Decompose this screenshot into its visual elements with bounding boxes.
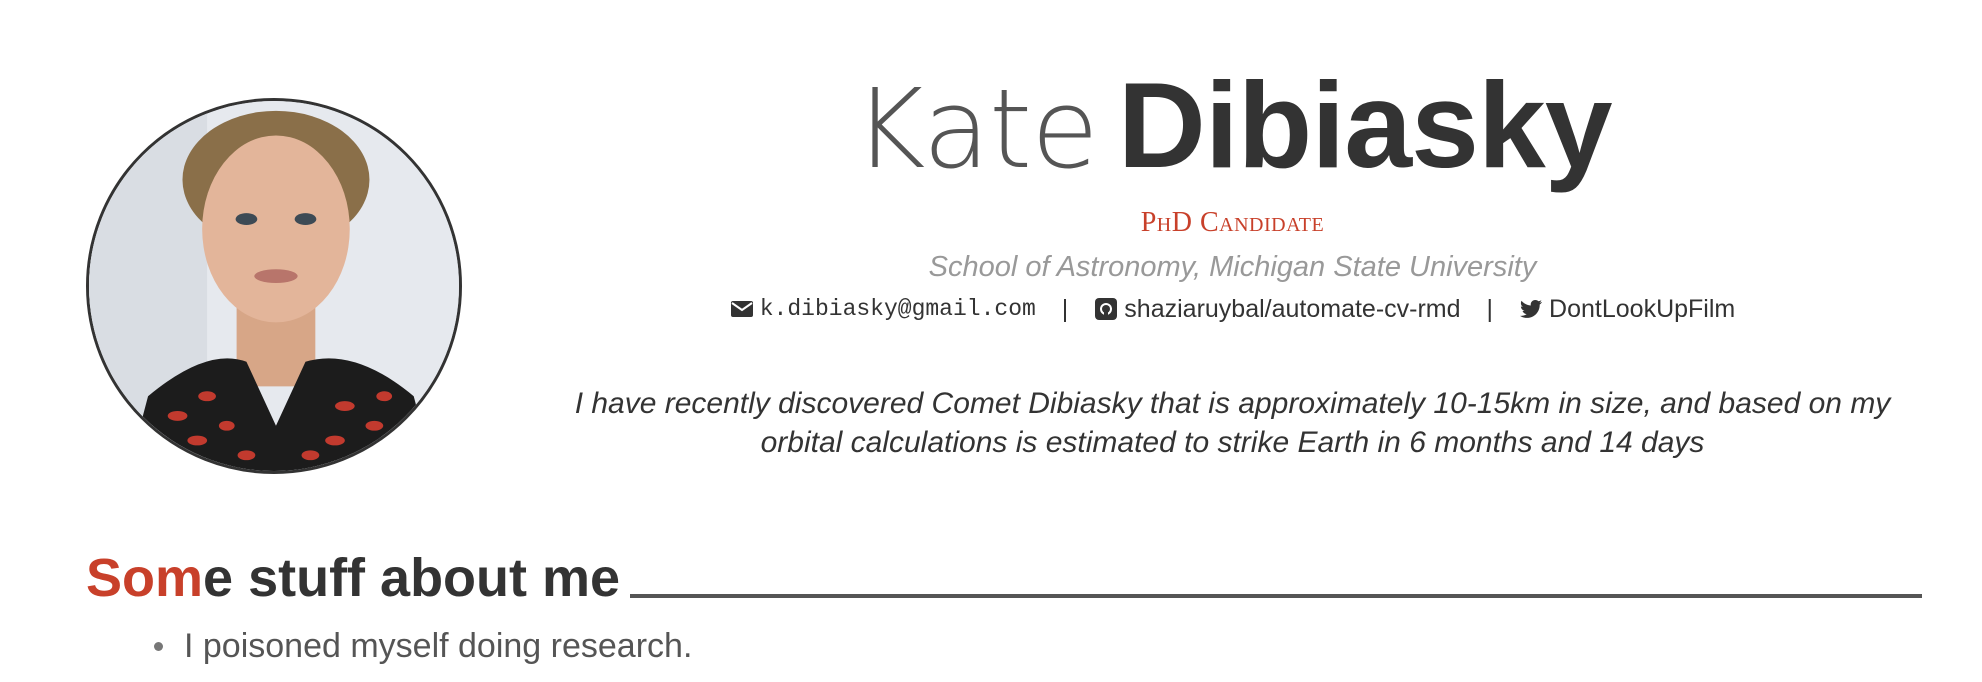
- about-section: Som e stuff about me I poisoned myself do…: [86, 548, 1922, 666]
- person-name: Kate Dibiasky: [520, 60, 1945, 194]
- about-list: I poisoned myself doing research.: [86, 626, 1922, 666]
- intro-quote: I have recently discovered Comet Dibiask…: [574, 387, 1891, 459]
- section-title: Som e stuff about me: [86, 548, 1922, 608]
- list-item: I poisoned myself doing research.: [152, 626, 1922, 666]
- contact-separator: |: [1486, 295, 1494, 323]
- github-icon: [1095, 298, 1118, 320]
- last-name: Dibiasky: [1117, 57, 1613, 193]
- twitter-icon: [1520, 300, 1543, 318]
- contact-bar: k.dibiasky@gmail.com | shaziaruybal/auto…: [520, 292, 1945, 326]
- bullet-icon: [154, 642, 163, 651]
- cv-header: Kate Dibiasky PhD Candidate School of Ast…: [520, 60, 1945, 462]
- contact-separator: |: [1061, 295, 1069, 323]
- envelope-icon: [730, 301, 753, 317]
- section-title-accent: Som: [86, 548, 204, 608]
- section-title-rest: e stuff about me: [203, 548, 621, 608]
- affiliation: School of Astronomy, Michigan State Univ…: [928, 251, 1537, 283]
- profile-photo: [86, 98, 462, 474]
- github-text: shaziaruybal/automate-cv-rmd: [1124, 295, 1461, 323]
- github-link[interactable]: shaziaruybal/automate-cv-rmd: [1094, 292, 1461, 326]
- position-title: PhD Candidate: [1140, 207, 1325, 238]
- twitter-link[interactable]: DontLookUpFilm: [1519, 292, 1735, 326]
- first-name: Kate: [853, 65, 1098, 193]
- email-link[interactable]: k.dibiasky@gmail.com: [730, 292, 1036, 326]
- email-text: k.dibiasky@gmail.com: [759, 296, 1036, 322]
- list-item-text: I poisoned myself doing research.: [184, 627, 693, 665]
- section-divider: [630, 594, 1922, 598]
- twitter-text: DontLookUpFilm: [1549, 295, 1736, 323]
